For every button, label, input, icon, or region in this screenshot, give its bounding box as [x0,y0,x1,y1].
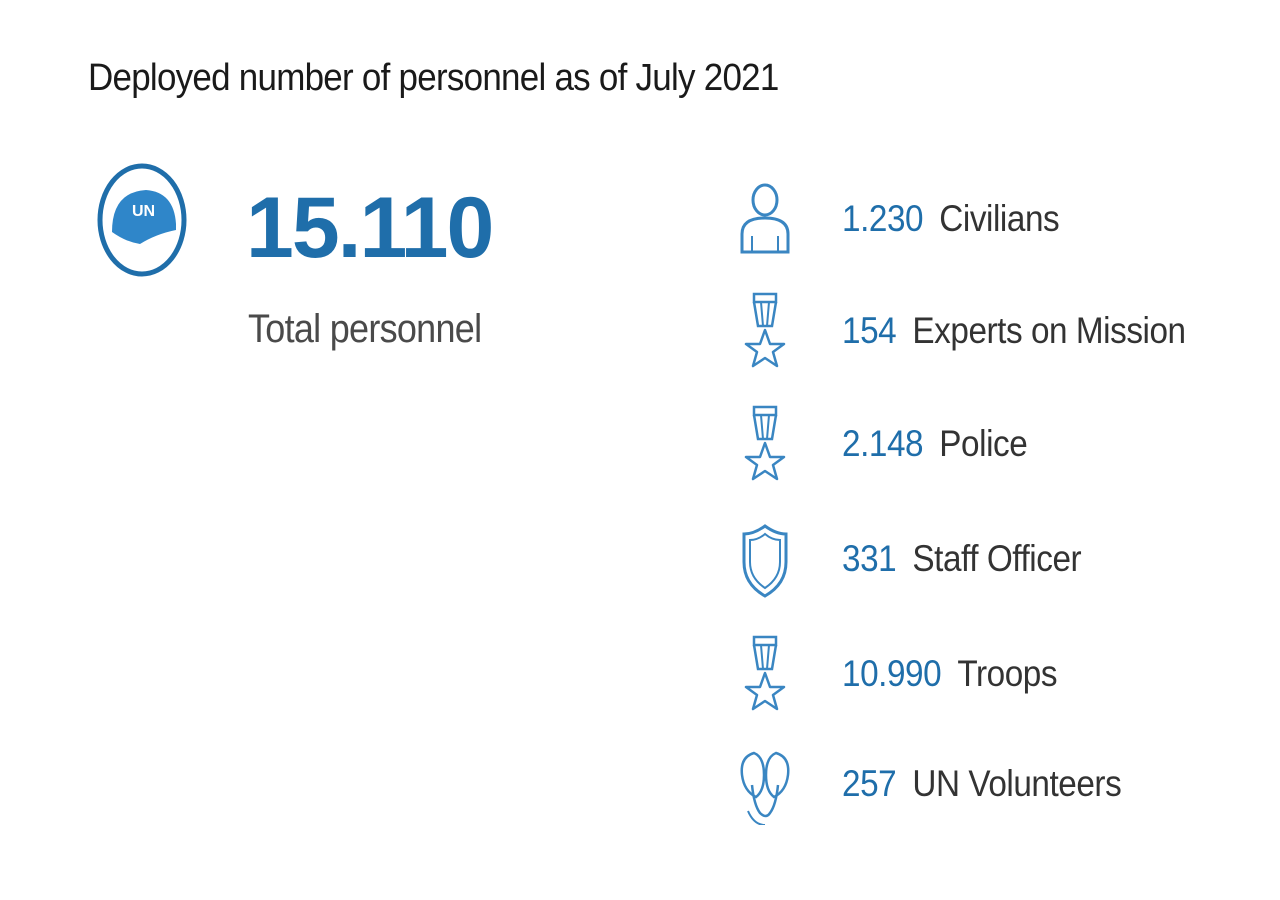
category-value: 1.230 [842,198,924,239]
category-label: UN Volunteers [912,763,1122,804]
category-value: 331 [842,538,897,579]
total-personnel-value: 15.110 [246,180,494,276]
category-label: Troops [957,653,1058,694]
un-badge-text: UN [132,203,155,220]
category-row-police: 2.148 Police [730,405,1250,485]
category-row-un-volunteers: 257 UN Volunteers [730,745,1250,826]
category-label: Police [939,423,1028,464]
category-value: 154 [842,310,897,351]
medal-icon [730,292,800,372]
page-title: Deployed number of personnel as of July … [88,57,779,99]
total-personnel-label: Total personnel [248,307,482,351]
category-row-experts-on-mission: 154 Experts on Mission [730,292,1250,372]
category-value: 10.990 [842,653,942,694]
category-row-civilians: 1.230 Civilians [730,180,1250,260]
category-label: Staff Officer [912,538,1082,579]
un-helmet-icon: UN [96,162,188,278]
category-row-staff-officer: 331 Staff Officer [730,520,1250,600]
shield-icon [730,520,800,600]
category-row-troops: 10.990 Troops [730,635,1250,715]
medal-icon [730,635,800,715]
hands-icon [730,745,800,826]
category-value: 2.148 [842,423,924,464]
category-label: Experts on Mission [912,310,1186,351]
category-label: Civilians [939,198,1060,239]
person-icon [730,180,800,260]
category-value: 257 [842,763,897,804]
medal-icon [730,405,800,485]
